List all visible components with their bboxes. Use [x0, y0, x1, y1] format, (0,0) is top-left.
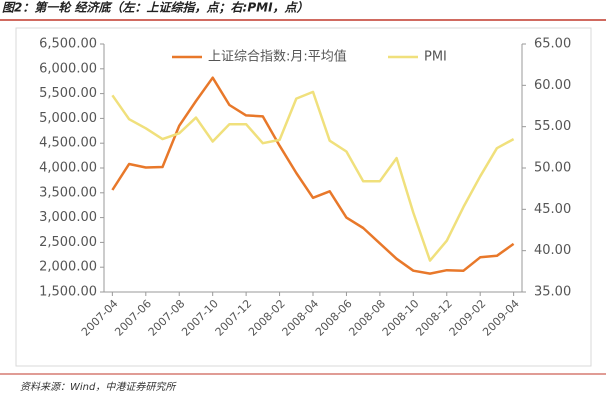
y2-tick-label: 65.00	[534, 37, 571, 52]
y-tick-label: 3,500.00	[39, 185, 97, 200]
y2-tick-label: 50.00	[534, 161, 571, 176]
series-line	[111, 90, 515, 262]
y-tick-label: 5,000.00	[39, 111, 97, 126]
legend-label: PMI	[424, 50, 447, 65]
x-tick-label: 2009-04	[480, 297, 522, 339]
y-tick-label: 4,000.00	[39, 161, 97, 176]
chart-frame	[15, 27, 592, 367]
series-line	[111, 76, 515, 275]
y-tick-label: 6,500.00	[39, 37, 97, 52]
y-tick-label: 2,000.00	[39, 260, 97, 275]
chart-title: 图2：第一轮 经济底（左：上证综指，点；右:PMI，点）	[2, 1, 309, 15]
y-tick-label: 5,500.00	[39, 86, 97, 101]
y2-tick-label: 40.00	[534, 243, 571, 258]
y-tick-label: 6,000.00	[39, 61, 97, 76]
y-tick-label: 4,500.00	[39, 136, 97, 151]
y-tick-label: 2,500.00	[39, 235, 97, 250]
source: 资料来源：Wind，中港证券研究所	[20, 381, 177, 393]
legend-label: 上证综合指数:月:平均值	[208, 49, 347, 65]
y-tick-label: 3,000.00	[39, 210, 97, 225]
y2-tick-label: 60.00	[534, 78, 571, 93]
y2-tick-label: 55.00	[534, 119, 571, 134]
y2-tick-label: 45.00	[534, 202, 571, 217]
y2-tick-label: 35.00	[534, 285, 571, 300]
y-tick-label: 1,500.00	[39, 285, 97, 300]
